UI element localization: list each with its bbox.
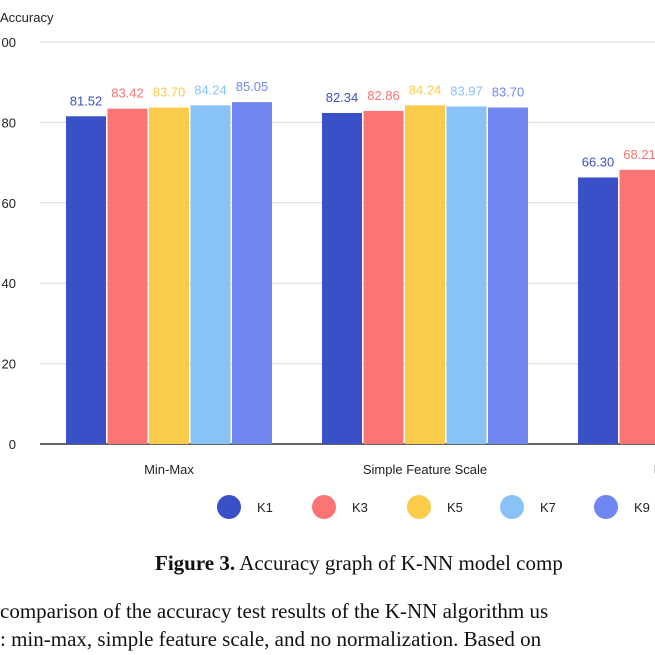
value-label-k1-1: 82.34 bbox=[326, 90, 359, 105]
legend-marker-k1 bbox=[217, 495, 241, 519]
bar-k1-1 bbox=[322, 112, 362, 445]
y-tick-label-0: 0 bbox=[9, 437, 16, 452]
legend-marker-k5 bbox=[407, 495, 431, 519]
legend-label-k1: K1 bbox=[257, 500, 273, 515]
y-tick-label-60: 60 bbox=[2, 196, 16, 211]
value-labels: 81.52 83.42 83.70 84.24 85.05 82.34 82.86 84.24… bbox=[70, 79, 655, 169]
value-label-k5-1: 84.24 bbox=[409, 82, 442, 97]
legend-label-k3: K3 bbox=[352, 500, 368, 515]
bar-k3-2 bbox=[619, 169, 655, 444]
value-label-k3-1: 82.86 bbox=[367, 88, 400, 103]
legend: K1 K3 K5 K7 K9 bbox=[217, 495, 650, 519]
bar-series bbox=[66, 102, 655, 445]
bar-k9-1 bbox=[488, 107, 528, 444]
body-text-line-1: comparison of the accuracy test results … bbox=[0, 599, 549, 623]
value-label-k5-0: 83.70 bbox=[153, 85, 186, 100]
category-label-1: Simple Feature Scale bbox=[363, 462, 487, 477]
body-text-line-2: : min-max, simple feature scale, and no … bbox=[0, 627, 542, 651]
bar-k9-0 bbox=[232, 102, 272, 444]
legend-label-k9: K9 bbox=[634, 500, 650, 515]
legend-marker-k3 bbox=[312, 495, 336, 519]
bar-k7-0 bbox=[190, 105, 231, 445]
bar-k3-1 bbox=[363, 110, 404, 444]
category-labels: Min-Max Simple Feature Scale Doesn't u bbox=[144, 462, 655, 477]
value-label-k1-0: 81.52 bbox=[70, 93, 103, 108]
bar-k7-1 bbox=[446, 106, 487, 444]
legend-marker-k7 bbox=[500, 495, 524, 519]
legend-label-k7: K7 bbox=[540, 500, 556, 515]
figure-caption: Figure 3. Accuracy graph of K-NN model c… bbox=[155, 551, 563, 576]
category-label-2: Doesn't u bbox=[654, 462, 655, 477]
accuracy-bar-chart: Accuracy 0 20 40 60 80 00 81.52 83.42 83.70 84.2… bbox=[0, 10, 655, 519]
value-label-k9-0: 85.05 bbox=[236, 79, 269, 94]
bar-k1-0 bbox=[66, 116, 106, 444]
value-label-k1-2: 66.30 bbox=[582, 154, 615, 169]
legend-marker-k9 bbox=[594, 495, 618, 519]
value-label-k7-1: 83.97 bbox=[450, 83, 483, 98]
bar-k5-1 bbox=[405, 105, 445, 445]
y-axis-ticks: 0 20 40 60 80 00 bbox=[2, 35, 16, 452]
value-label-k3-2: 68.21 bbox=[623, 147, 655, 162]
y-tick-label-100: 00 bbox=[2, 35, 16, 50]
value-label-k7-0: 84.24 bbox=[194, 82, 227, 97]
category-label-0: Min-Max bbox=[144, 462, 194, 477]
figure-label: Figure 3. bbox=[155, 551, 236, 575]
figure-caption-text: Accuracy graph of K-NN model comp bbox=[235, 551, 563, 575]
value-label-k3-0: 83.42 bbox=[111, 86, 144, 101]
value-label-k9-1: 83.70 bbox=[492, 85, 525, 100]
bar-k3-0 bbox=[107, 108, 148, 444]
bar-k1-2 bbox=[578, 177, 618, 444]
y-tick-label-20: 20 bbox=[2, 357, 16, 372]
y-axis-label: Accuracy bbox=[0, 10, 54, 25]
y-tick-label-40: 40 bbox=[2, 276, 16, 291]
legend-label-k5: K5 bbox=[447, 500, 463, 515]
bar-k5-0 bbox=[149, 107, 189, 444]
y-tick-label-80: 80 bbox=[2, 115, 16, 130]
